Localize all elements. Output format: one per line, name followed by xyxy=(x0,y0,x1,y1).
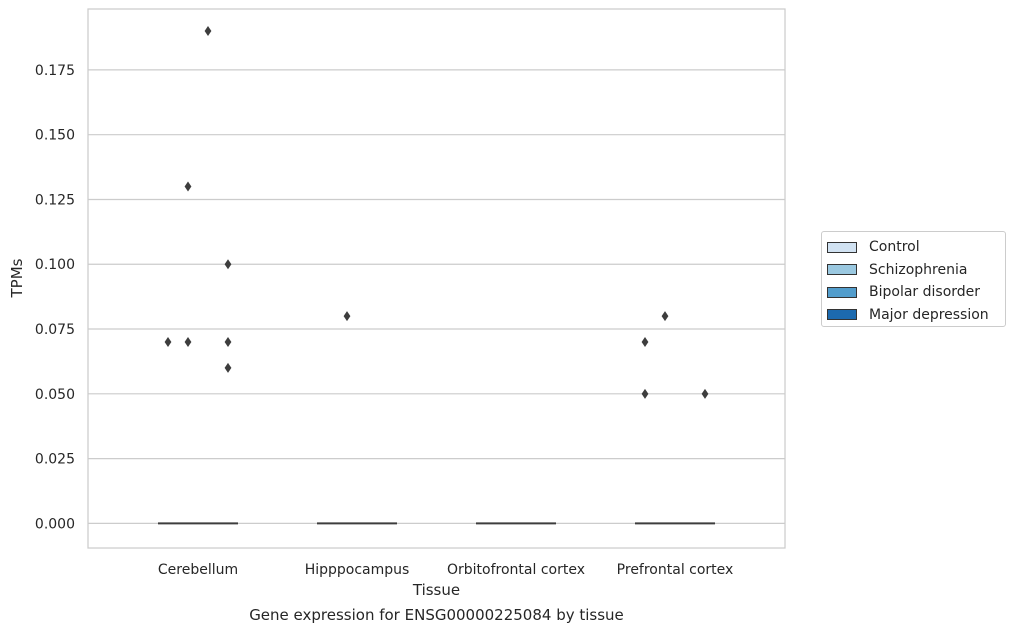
legend-item: Control xyxy=(827,236,1005,259)
legend-item: Major depression xyxy=(827,304,1005,327)
y-axis-title: TPMs xyxy=(8,258,26,298)
legend-swatch xyxy=(827,286,857,298)
outlier-point xyxy=(184,336,192,347)
x-tick-label: Hipppocampus xyxy=(305,562,410,578)
legend: Control Schizophrenia Bipolar disorder Majo… xyxy=(821,231,1006,327)
legend-swatch xyxy=(827,264,857,276)
outlier-point xyxy=(224,259,232,270)
outlier-point xyxy=(184,181,192,192)
y-tick-label: 0.050 xyxy=(35,387,75,403)
outlier-point xyxy=(164,336,172,347)
plot-area xyxy=(88,9,785,548)
legend-swatch xyxy=(827,309,857,321)
outlier-point xyxy=(661,311,669,322)
x-tick-label: Cerebellum xyxy=(158,562,238,578)
x-tick-label: Prefrontal cortex xyxy=(617,562,734,578)
outlier-point xyxy=(343,311,351,322)
plot-frame xyxy=(87,8,786,549)
outlier-point xyxy=(641,336,649,347)
y-axis-ticks: 0.000 0.025 0.050 0.075 0.100 0.125 0.150 0.175 xyxy=(35,63,75,532)
y-tick-label: 0.100 xyxy=(35,257,75,273)
y-tick-label: 0.125 xyxy=(35,192,75,208)
x-tick-label: Orbitofrontal cortex xyxy=(447,562,585,578)
y-tick-label: 0.175 xyxy=(35,63,75,79)
outlier-point xyxy=(224,362,232,373)
x-axis-ticks: Cerebellum Hipppocampus Orbitofrontal cort… xyxy=(158,562,733,578)
legend-swatch xyxy=(827,241,857,253)
outlier-point xyxy=(204,26,212,37)
legend-label: Schizophrenia xyxy=(869,261,968,278)
box-series xyxy=(158,26,715,525)
legend-label: Major depression xyxy=(869,306,989,323)
y-tick-label: 0.000 xyxy=(35,516,75,532)
y-tick-label: 0.075 xyxy=(35,322,75,338)
legend-label: Bipolar disorder xyxy=(869,284,981,301)
legend-item: Schizophrenia xyxy=(827,259,1005,282)
outlier-point xyxy=(701,388,709,399)
outlier-point xyxy=(641,388,649,399)
chart-caption: Gene expression for ENSG00000225084 by t… xyxy=(249,606,624,624)
x-axis-title: Tissue xyxy=(412,581,460,599)
legend-item: Bipolar disorder xyxy=(827,281,1005,304)
legend-label: Control xyxy=(869,239,920,256)
y-tick-label: 0.025 xyxy=(35,452,75,468)
outlier-point xyxy=(224,336,232,347)
y-tick-label: 0.150 xyxy=(35,128,75,144)
